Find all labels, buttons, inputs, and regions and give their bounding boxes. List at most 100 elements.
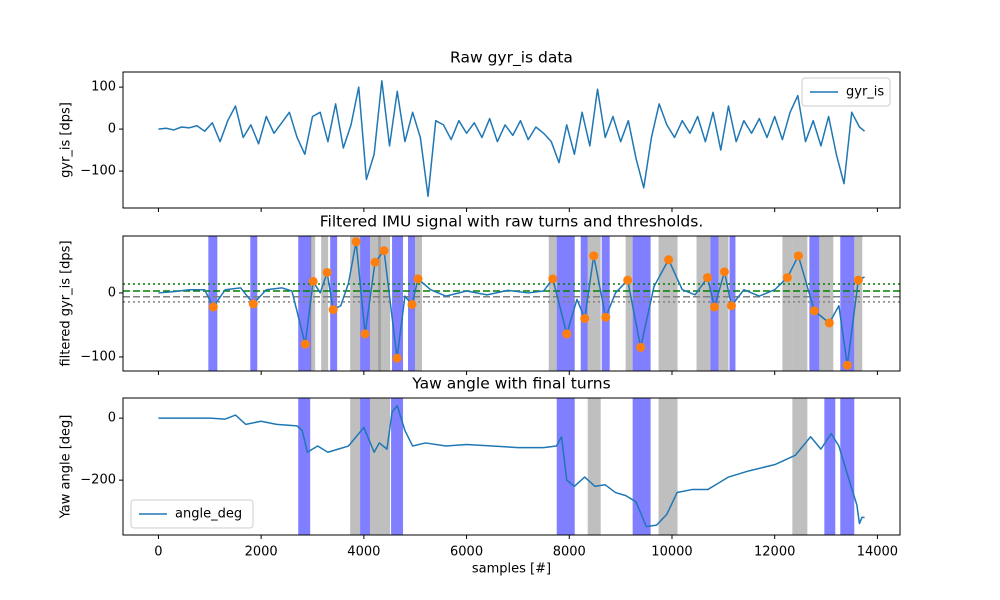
span: [819, 236, 834, 371]
span: [658, 398, 678, 535]
turn-marker: [351, 237, 361, 247]
x-tick-label: 10000: [651, 545, 692, 560]
plot-area: [123, 236, 900, 371]
y-tick-label: 0: [108, 285, 116, 300]
span: [310, 236, 316, 371]
x-tick-label: 8000: [553, 545, 586, 560]
x-tick-label: 14000: [857, 545, 898, 560]
span: [840, 398, 855, 535]
x-tick-label: 0: [154, 545, 162, 560]
turn-marker: [308, 276, 318, 286]
turn-marker: [580, 314, 590, 324]
span: [718, 236, 729, 371]
y-axis-label: filtered gyr_is [dps]: [59, 240, 74, 366]
legend-box: [130, 499, 254, 529]
y-tick-label: 0: [108, 411, 116, 426]
turn-marker: [703, 273, 713, 283]
span: [298, 236, 312, 371]
span: [370, 236, 381, 371]
turn-marker: [726, 301, 736, 311]
turn-marker: [853, 275, 863, 285]
span: [330, 236, 338, 371]
turn-marker: [842, 360, 852, 370]
span: [321, 236, 329, 371]
span: [792, 398, 808, 535]
span: [415, 236, 422, 371]
data-line: [158, 241, 865, 366]
span: [360, 236, 371, 371]
span: [587, 398, 601, 535]
turn-marker: [379, 246, 389, 256]
y-tick-label: −100: [80, 164, 116, 179]
turn-marker: [300, 339, 310, 349]
turn-marker: [413, 274, 423, 284]
turn-marker: [548, 274, 558, 284]
span: [350, 236, 361, 371]
span: [556, 236, 575, 371]
turn-marker: [392, 353, 402, 363]
span: [696, 236, 711, 371]
span: [632, 398, 651, 535]
data-line: [158, 80, 866, 197]
turn-marker: [601, 312, 611, 322]
span: [625, 236, 633, 371]
x-tick-label: 4000: [347, 545, 380, 560]
turn-marker: [407, 299, 417, 309]
span: [601, 236, 610, 371]
span: [360, 398, 371, 535]
span: [782, 236, 793, 371]
span: [548, 236, 557, 371]
span: [792, 236, 808, 371]
x-tick-label: 12000: [754, 545, 795, 560]
turn-marker: [782, 273, 792, 283]
axes-frame: [122, 71, 901, 209]
subplot-title: Filtered IMU signal with raw turns and t…: [320, 213, 704, 231]
turn-marker: [322, 267, 332, 277]
y-tick-label: −200: [80, 473, 116, 488]
span: [587, 236, 601, 371]
data-line: [158, 405, 865, 528]
legend-label: angle_deg: [175, 507, 242, 522]
turn-marker: [793, 251, 803, 261]
span: [392, 236, 404, 371]
span: [840, 236, 855, 371]
legend-label: gyr_is: [846, 85, 884, 100]
turn-marker: [589, 251, 599, 261]
subplot-title: Yaw angle with final turns: [411, 375, 610, 393]
y-tick-label: 0: [108, 122, 116, 137]
legend-box: [801, 77, 891, 107]
turn-marker: [562, 329, 572, 339]
plot-area: [158, 80, 866, 197]
turn-marker: [809, 306, 819, 316]
y-tick-label: 100: [91, 80, 116, 95]
turn-marker: [370, 257, 380, 267]
span: [824, 398, 836, 535]
turn-marker: [710, 302, 720, 312]
y-tick-label: −100: [80, 349, 116, 364]
axes-frame: [122, 397, 901, 536]
span: [350, 398, 361, 535]
turn-marker: [824, 318, 834, 328]
turn-marker: [328, 305, 338, 315]
turn-marker: [719, 267, 729, 277]
turn-marker: [636, 342, 646, 352]
span: [298, 398, 311, 535]
plot-area: [158, 398, 865, 535]
x-tick-label: 6000: [450, 545, 483, 560]
span: [809, 236, 820, 371]
span: [854, 236, 863, 371]
x-tick-label: 2000: [245, 545, 278, 560]
turn-marker: [623, 275, 633, 285]
subplot-title: Raw gyr_is data: [450, 49, 573, 68]
y-axis-label: gyr_is [dps]: [59, 102, 74, 178]
turn-marker: [208, 302, 218, 312]
y-axis-label: Yaw angle [deg]: [59, 415, 74, 520]
turn-marker: [248, 299, 258, 309]
x-axis-label: samples [#]: [472, 562, 551, 577]
span: [391, 398, 404, 535]
turn-marker: [664, 255, 674, 265]
span: [370, 398, 391, 535]
span: [580, 236, 588, 371]
